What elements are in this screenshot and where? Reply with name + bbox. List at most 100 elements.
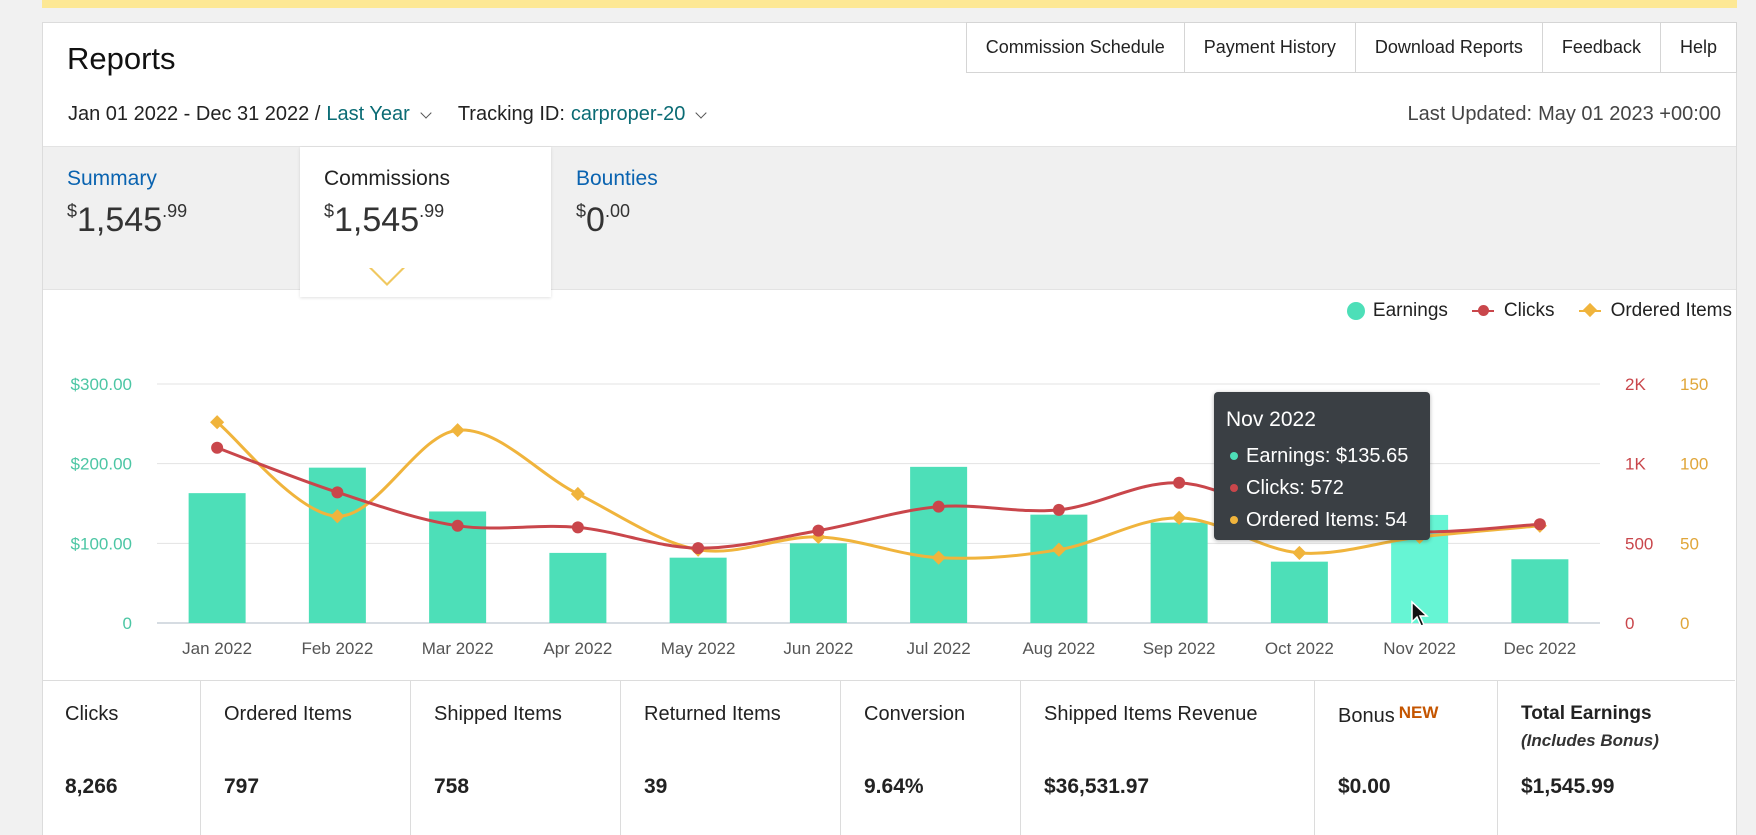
earnings-chart: 0 0 0 $100.00 500 50 $200.00 1K 100 $300.00 2K 150 J… <box>71 375 1709 658</box>
y-right-ordered-tick-label: 0 <box>1680 614 1689 633</box>
stat-label: Shipped Items Revenue <box>1044 703 1258 725</box>
bar-oct-2022 <box>1270 561 1328 623</box>
ordered-point-9 <box>1292 545 1307 560</box>
stats-row: Clicks 8,266 Ordered Items 797 Shipped I… <box>42 680 1735 835</box>
earnings-swatch <box>1346 302 1365 320</box>
x-tick-label: Jan 2022 <box>182 639 252 658</box>
legend-clicks[interactable]: Clicks <box>1471 300 1555 322</box>
stat-clicks: Clicks 8,266 <box>42 681 201 835</box>
y-left-tick-label: $200.00 <box>71 455 132 474</box>
tracking-id-label: Tracking ID: <box>457 103 565 125</box>
stat-value: 39 <box>644 775 668 798</box>
stat-total-earnings: Total Earnings (Includes Bonus) $1,545.99 <box>1498 681 1735 835</box>
tab-summary[interactable]: Summary $1,545.99 <box>43 147 301 291</box>
page-title: Reports <box>67 41 176 76</box>
legend-earnings[interactable]: Earnings <box>1346 300 1448 322</box>
clicks-point-0 <box>211 441 224 454</box>
tooltip-title: Nov 2022 <box>1226 408 1316 431</box>
bar-jan-2022 <box>188 493 246 623</box>
tooltip-earnings: Earnings: $135.65 <box>1226 440 1418 472</box>
stat-label: Conversion <box>864 703 966 725</box>
date-range-text: Jan 01 2022 - Dec 31 2022 / <box>68 103 321 125</box>
y-right-clicks-tick-label: 0 <box>1625 614 1634 633</box>
last-updated-value: May 01 2023 +00:00 <box>1538 103 1721 125</box>
x-tick-label: Aug 2022 <box>1022 639 1095 658</box>
clicks-point-11 <box>1533 518 1546 531</box>
feedback-button[interactable]: Feedback <box>1543 23 1661 72</box>
stat-value: $0.00 <box>1338 775 1391 798</box>
notification-bar <box>42 0 1737 8</box>
x-tick-label: Jul 2022 <box>906 639 970 658</box>
y-right-ordered-tick-label: 150 <box>1680 375 1708 394</box>
y-left-tick-label: 0 <box>123 614 132 633</box>
y-right-clicks-tick-label: 1K <box>1625 455 1646 474</box>
y-left-tick-label: $100.00 <box>71 534 132 553</box>
clicks-swatch <box>1471 305 1494 316</box>
clicks-point-2 <box>451 519 464 532</box>
top-nav: Commission Schedule Payment History Down… <box>965 22 1737 73</box>
stat-conversion: Conversion 9.64% <box>841 681 1021 835</box>
x-tick-label: Dec 2022 <box>1503 639 1576 658</box>
clicks-point-7 <box>1052 503 1065 516</box>
x-tick-label: Apr 2022 <box>543 639 612 658</box>
stat-shipped-revenue: Shipped Items Revenue $36,531.97 <box>1021 681 1315 835</box>
tooltip-clicks: Clicks: 572 <box>1226 472 1418 504</box>
x-tick-label: Sep 2022 <box>1143 639 1216 658</box>
x-tick-label: Nov 2022 <box>1383 639 1456 658</box>
clicks-point-4 <box>692 542 705 555</box>
tab-label: Summary <box>67 167 157 190</box>
tab-bounties[interactable]: Bounties $0.00 <box>552 147 792 291</box>
filters-row: Jan 01 2022 - Dec 31 2022 / Last Year Tr… <box>68 103 708 126</box>
stat-label: Ordered Items <box>224 703 352 725</box>
period-dropdown[interactable]: Last Year <box>326 103 410 125</box>
stat-value: 758 <box>434 775 470 798</box>
reports-panel: Reports Commission Schedule Payment Hist… <box>42 22 1737 835</box>
amount: $0.00 <box>576 201 630 239</box>
payment-history-button[interactable]: Payment History <box>1185 23 1356 72</box>
bar-jul-2022 <box>910 466 968 623</box>
bar-apr-2022 <box>549 552 607 623</box>
bar-sep-2022 <box>1150 522 1208 623</box>
stat-label: Bonus NEW <box>1338 703 1439 727</box>
bar-may-2022 <box>669 557 727 623</box>
stat-value: 9.64% <box>864 775 924 798</box>
stat-value: 8,266 <box>65 775 118 798</box>
x-tick-label: Feb 2022 <box>301 639 373 658</box>
y-right-clicks-tick-label: 500 <box>1625 534 1653 553</box>
ordered-point-6 <box>931 550 946 565</box>
clicks-point-3 <box>571 521 584 534</box>
legend-label: Earnings <box>1372 300 1448 321</box>
help-button[interactable]: Help <box>1679 37 1717 57</box>
ordered-point-3 <box>570 486 585 502</box>
ordered-point-2 <box>450 423 465 438</box>
tooltip-ordered: Ordered Items: 54 <box>1226 504 1418 536</box>
bar-aug-2022 <box>1030 514 1088 623</box>
clicks-point-6 <box>932 500 945 513</box>
stat-label: Returned Items <box>644 703 781 725</box>
commission-schedule-button[interactable]: Commission Schedule <box>967 23 1185 72</box>
amount: $1,545.99 <box>324 201 445 239</box>
last-updated: Last Updated: May 01 2023 +00:00 <box>1408 103 1721 126</box>
active-tab-pointer <box>369 267 405 286</box>
stat-label: Shipped Items <box>434 703 562 725</box>
new-badge: NEW <box>1398 703 1439 722</box>
ordered-point-7 <box>1051 542 1066 557</box>
download-reports-button[interactable]: Download Reports <box>1356 23 1543 72</box>
ordered-point-0 <box>210 415 225 430</box>
bar-jun-2022 <box>789 543 847 623</box>
y-right-ordered-tick-label: 100 <box>1680 455 1708 474</box>
y-right-clicks-tick-label: 2K <box>1625 375 1646 394</box>
x-tick-label: May 2022 <box>661 639 736 658</box>
stat-shipped-items: Shipped Items 758 <box>411 681 621 835</box>
legend-label: Clicks <box>1503 300 1555 321</box>
last-updated-label: Last Updated: <box>1407 103 1533 125</box>
tracking-id-dropdown[interactable]: carproper-20 <box>570 103 686 125</box>
ordered-swatch <box>1578 302 1601 318</box>
legend-ordered-items[interactable]: Ordered Items <box>1578 300 1732 322</box>
stat-value: 797 <box>224 775 260 798</box>
stat-label: Clicks <box>65 703 119 725</box>
stat-sublabel: (Includes Bonus) <box>1521 731 1659 750</box>
mouse-pointer-icon <box>1411 600 1429 627</box>
clicks-point-1 <box>331 486 344 499</box>
tab-commissions[interactable]: Commissions $1,545.99 <box>300 147 551 297</box>
